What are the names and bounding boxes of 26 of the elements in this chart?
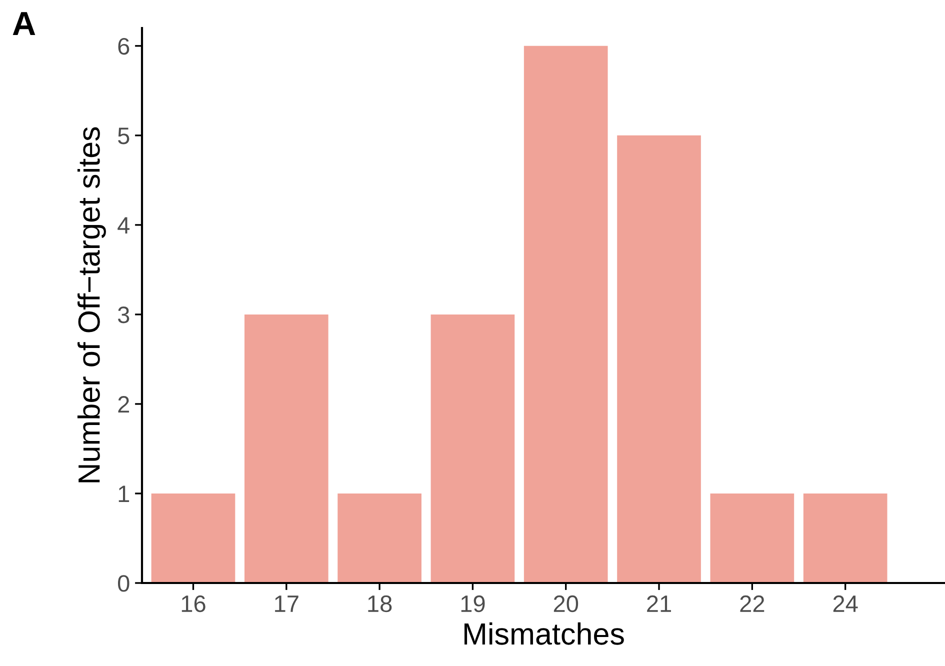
bar xyxy=(710,493,794,583)
y-tick-label: 0 xyxy=(118,575,130,592)
x-tick-label: 19 xyxy=(461,595,485,612)
y-tick-label: 1 xyxy=(118,486,130,502)
y-tick-label: 5 xyxy=(118,128,130,144)
x-tick-label: 18 xyxy=(368,595,392,612)
x-tick-label: 16 xyxy=(182,595,206,612)
x-tick-label: 20 xyxy=(554,595,578,612)
x-tick-label: 17 xyxy=(275,596,298,612)
bar xyxy=(524,46,608,583)
text: A xyxy=(12,12,36,35)
bar xyxy=(617,135,701,583)
bar xyxy=(803,493,888,583)
y-tick-label: 2 xyxy=(118,396,130,413)
bar xyxy=(430,314,515,583)
x-tick-label: 24 xyxy=(833,595,858,612)
bar xyxy=(151,493,236,583)
x-axis-title: Mismatches xyxy=(464,622,624,645)
x-tick-label: 21 xyxy=(647,595,671,612)
x-tick-label: 22 xyxy=(740,595,764,612)
y-axis-title: Number of Off−target sites xyxy=(77,127,106,482)
bar xyxy=(244,314,328,583)
bar xyxy=(338,493,422,583)
y-tick-label: 6 xyxy=(118,38,130,55)
y-tick-label: 4 xyxy=(118,217,130,234)
y-tick-label: 3 xyxy=(118,306,130,324)
